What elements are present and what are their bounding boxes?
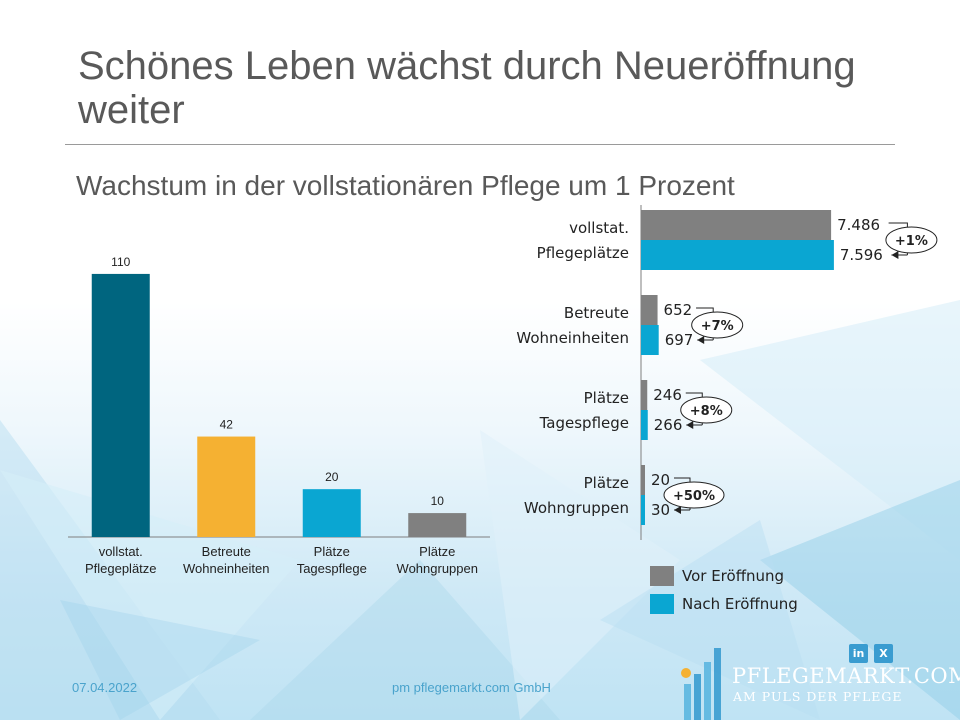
change-bubble [885,226,938,254]
xing-icon[interactable]: X [874,644,893,663]
right-bar-value: 652 [664,301,693,319]
change-bubble [680,396,733,424]
logo-tagline: AM PULS DER PFLEGE [733,689,903,704]
left-bar-value: 110 [111,255,130,269]
left-category-label: Betreute Wohneinheiten [183,544,270,576]
right-bar [641,325,659,355]
right-bar-value: 7.486 [837,216,880,234]
left-bar [197,436,256,537]
left-bar [408,513,467,537]
left-category-label: Plätze Wohngruppen [397,544,478,576]
right-bar-value: 697 [665,331,694,349]
right-bar [641,210,832,240]
legend-label-before: Vor Eröffnung [682,567,785,585]
change-arrow-head [891,251,899,259]
change-bubble [691,311,744,339]
right-category-label: Plätze Tagespflege [539,389,629,432]
legend-item-after: Nach Eröffnung [650,591,798,617]
left-category-label: vollstat. Pflegeplätze [85,544,157,576]
change-arrow-head [674,506,681,514]
title-divider [65,144,895,145]
change-arrow-head [686,421,694,429]
left-bar-value: 10 [431,494,445,508]
legend-item-before: Vor Eröffnung [650,563,798,589]
right-bar-value: 7.596 [840,246,883,264]
left-bar [91,273,150,537]
right-category-label: vollstat. Pflegeplätze [537,219,629,262]
right-bar [641,380,648,410]
right-bar [641,410,648,440]
change-bubble [663,481,725,509]
change-percent: +1% [895,234,928,249]
legend-swatch-after [650,594,674,614]
left-bar-value: 20 [325,470,339,484]
right-bar-value: 30 [651,501,670,519]
footer-date: 07.04.2022 [72,680,138,695]
chart-legend: Vor Eröffnung Nach Eröffnung [650,563,798,619]
change-arrow-head [697,336,705,344]
right-category-label: Betreute Wohneinheiten [516,304,629,347]
logo-name: PFLEGEMARKT.COM [732,664,960,688]
left-bar-value: 42 [220,418,234,432]
right-bar-value: 20 [651,471,670,489]
right-bar-value: 266 [654,416,683,434]
legend-label-after: Nach Eröffnung [682,595,798,613]
right-bar [641,240,834,270]
right-bar-value: 246 [653,386,682,404]
footer-source: pm pflegemarkt.com GmbH [392,680,551,695]
legend-swatch-before [650,566,674,586]
change-percent: +8% [690,404,723,419]
linkedin-icon[interactable]: in [849,644,868,663]
right-category-label: Plätze Wohngruppen [524,474,629,517]
left-category-label: Plätze Tagespflege [297,544,367,576]
right-bar [641,295,658,325]
right-bar [641,465,645,495]
chart-subtitle: Wachstum in der vollstationären Pflege u… [76,170,735,201]
change-percent: +50% [673,489,715,504]
change-percent: +7% [701,319,734,334]
right-bar [641,495,645,525]
pflegemarkt-logo: PFLEGEMARKT.COM AM PULS DER PFLEGE [680,640,960,720]
left-bar [302,489,361,537]
logo-bars-icon [681,648,721,720]
page-title: Schönes Leben wächst durch Neueröffnung … [78,44,856,132]
